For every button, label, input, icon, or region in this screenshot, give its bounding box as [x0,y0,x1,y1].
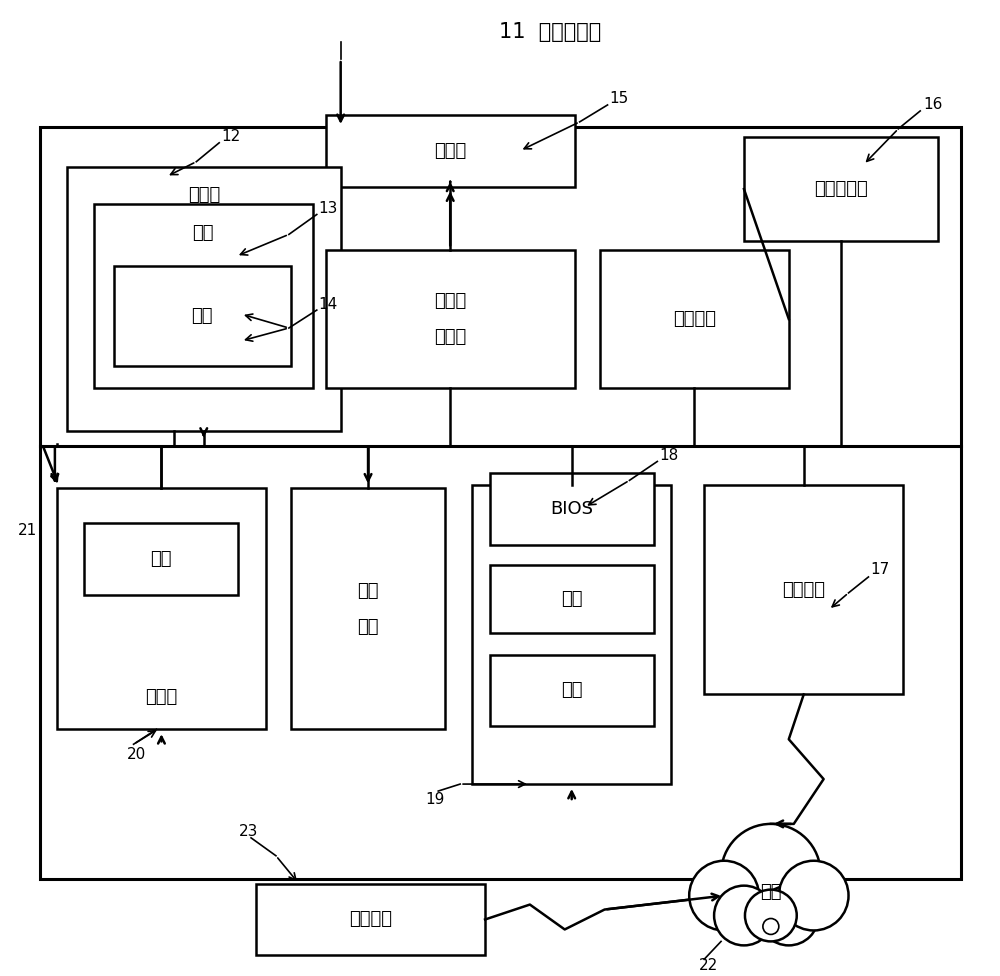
Text: 外围: 外围 [357,582,379,600]
Bar [84,523,238,595]
Circle shape [714,885,774,946]
Bar [744,137,938,241]
Text: 14: 14 [319,297,338,311]
Bar [326,115,575,186]
Text: 风机传感器: 风机传感器 [814,181,868,198]
Text: 指令: 指令 [561,590,583,608]
Text: 适配器: 适配器 [434,328,466,346]
Bar [490,565,654,632]
Text: 网络: 网络 [760,882,782,901]
Text: 16: 16 [923,98,943,112]
Text: BIOS: BIOS [551,501,594,518]
Bar [326,250,575,387]
Text: 13: 13 [319,201,338,216]
Bar [600,250,789,387]
Text: 20: 20 [127,747,146,761]
Text: 网络接口: 网络接口 [782,581,825,599]
Bar [472,485,671,784]
Text: 15: 15 [610,92,629,106]
Text: 11  计算机系统: 11 计算机系统 [499,22,601,42]
Bar [67,167,341,430]
Text: 输入设备: 输入设备 [673,310,716,328]
Bar [704,485,903,695]
Text: 内存: 内存 [561,681,583,700]
Text: 指令: 指令 [150,550,172,568]
Text: 19: 19 [425,792,445,806]
Text: 处理器: 处理器 [145,688,178,707]
Circle shape [689,861,759,930]
Text: 远程设备: 远程设备 [349,911,392,928]
Text: 23: 23 [239,825,258,839]
Bar [94,204,313,387]
Bar [256,883,485,956]
Bar [490,655,654,726]
Circle shape [779,861,849,930]
Text: 17: 17 [870,562,890,578]
Circle shape [759,885,819,946]
Text: 介质: 介质 [193,224,214,242]
Bar [490,473,654,545]
Text: 指令: 指令 [192,307,213,325]
Bar [40,127,961,878]
Text: 显示器: 显示器 [434,142,466,160]
Text: 存储器: 存储器 [188,185,220,204]
Text: 21: 21 [18,523,37,538]
Text: 22: 22 [699,957,718,973]
Circle shape [745,890,797,942]
Bar [57,488,266,729]
Circle shape [721,824,821,923]
Text: 接口: 接口 [357,618,379,635]
Bar [114,266,291,366]
Text: 显示器: 显示器 [434,292,466,310]
Text: 18: 18 [659,448,679,463]
Circle shape [763,918,779,934]
Bar [291,488,445,729]
Text: 12: 12 [221,129,240,144]
